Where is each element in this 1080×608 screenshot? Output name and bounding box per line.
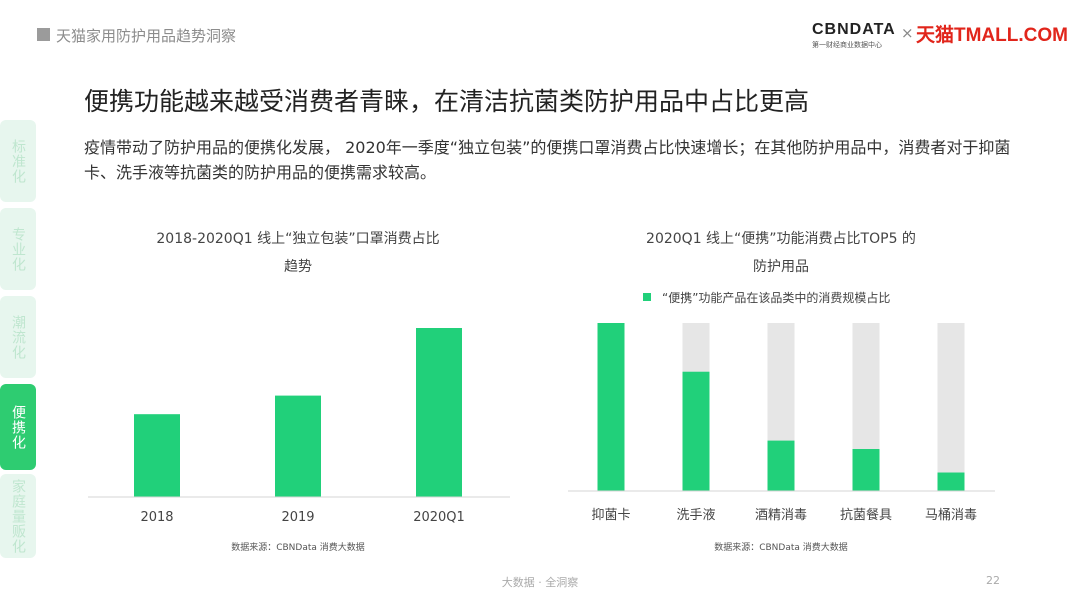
chart2-tick-label: 抗菌餐具 [840,507,892,523]
cbndata-logo-subtext: 第一财经商业数据中心 [812,41,882,49]
chart2-tick-label: 酒精消毒 [755,508,807,523]
side-tab-trendiness[interactable]: 潮流化 [0,296,36,378]
chart2-legend-swatch [643,293,651,301]
side-tab-label: 家庭量贩化 [10,478,26,554]
side-tab-professionalization[interactable]: 专业化 [0,208,36,290]
cbndata-logo: CBNDATA 第一财经商业数据中心 [812,22,898,52]
chart2-legend-label: “便携”功能产品在该品类中的消费规模占比 [662,290,890,305]
page-headline: 便携功能越来越受消费者青睐，在清洁抗菌类防护用品中占比更高 [84,87,810,116]
chart-portable-top5: 2020Q1 线上“便携”功能消费占比TOP5 的 防护用品 “便携”功能产品在… [568,231,995,553]
cbndata-logo-text: CBNDATA [812,21,896,38]
side-tab-label: 便携化 [10,404,26,450]
tmall-logo: 天猫TMALL.COM [916,25,1068,46]
chart2-tick-label: 抑菌卡 [591,508,630,523]
chart2-tick-label: 马桶消毒 [925,508,977,523]
chart2-bar-3 [852,449,880,491]
side-tab-standardization[interactable]: 标准化 [0,120,36,202]
footer-slogan: 大数据 · 全洞察 [501,576,579,589]
chart2-bar-2 [767,440,795,491]
chart-mask-trend: 2018-2020Q1 线上“独立包装”口罩消费占比 趋势 2018 2019 20… [88,231,510,553]
side-tab-label: 潮流化 [10,314,26,360]
chart1-bar-2019 [275,395,321,497]
chart2-tick-label: 洗手液 [676,508,715,523]
side-tab-portability[interactable]: 便携化 [0,384,36,470]
chart2-source: 数据来源：CBNData 消费大数据 [714,541,848,553]
chart1-tick-label: 2018 [140,510,173,525]
chart1-bar-2018 [134,414,180,497]
page-description: 疫情带动了防护用品的便携化发展， 2020年一季度“独立包装”的便携口罩消费占比… [84,138,1011,182]
chart2-title-line1: 2020Q1 线上“便携”功能消费占比TOP5 的 [646,231,916,247]
chart1-tick-label: 2019 [281,510,314,525]
chart1-bar-2020Q1 [416,328,462,497]
logo-separator: × [901,24,914,42]
chart2-title-line2: 防护用品 [753,259,809,275]
chart2-track-4 [937,323,965,491]
side-tab-label: 标准化 [10,138,26,184]
report-title: 天猫家用防护用品趋势洞察 [56,27,237,45]
chart1-tick-label: 2020Q1 [413,510,465,525]
side-tab-family-bulk[interactable]: 家庭量贩化 [0,474,36,558]
side-nav: 标准化 专业化 潮流化 便携化 家庭量贩化 [0,120,36,560]
header-square-icon [37,28,50,41]
chart2-bar-1 [682,371,710,491]
page-number: 22 [986,574,1000,587]
chart1-title-line2: 趋势 [284,259,312,275]
chart2-bar-4 [937,472,965,491]
chart2-bar-0 [597,323,625,491]
chart1-title-line1: 2018-2020Q1 线上“独立包装”口罩消费占比 [156,231,439,247]
chart1-source: 数据来源：CBNData 消费大数据 [231,541,365,553]
side-tab-label: 专业化 [10,226,26,272]
